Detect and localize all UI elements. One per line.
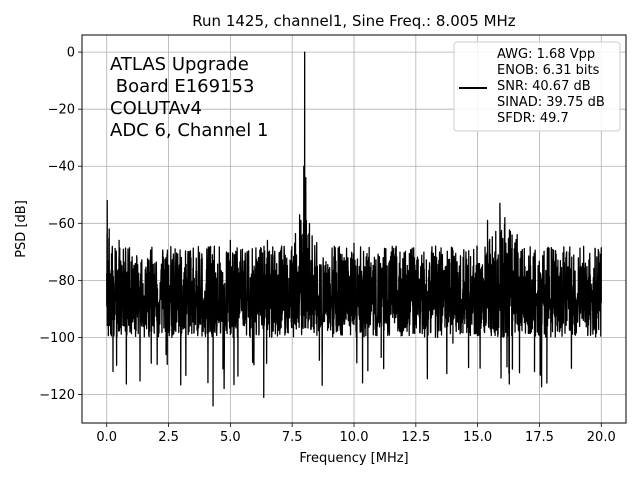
- y-tick-label: −40: [48, 160, 75, 175]
- y-tick-label: −80: [48, 274, 75, 289]
- annotation-line: ADC 6, Channel 1: [110, 120, 268, 141]
- x-tick-label: 20.0: [587, 430, 616, 445]
- ticks: 0.0 2.5 5.0 7.5 10.0 12.5 15.0 17.5 20.0 0 −20 −40 −…: [39, 46, 615, 445]
- y-tick-label: −100: [39, 331, 75, 346]
- x-tick-label: 10.0: [340, 430, 369, 445]
- board-annotation: ATLAS Upgrade Board E169153 COLUTAv4 ADC…: [110, 54, 268, 141]
- legend-entry: ENOB: 6.31 bits: [497, 63, 600, 78]
- y-tick-label: −120: [39, 388, 75, 403]
- psd-series: [106, 51, 602, 407]
- x-tick-label: 5.0: [220, 430, 241, 445]
- x-tick-label: 0.0: [96, 430, 117, 445]
- chart-title: Run 1425, channel1, Sine Freq.: 8.005 MH…: [192, 12, 516, 30]
- x-tick-label: 15.0: [463, 430, 492, 445]
- annotation-line: ATLAS Upgrade: [110, 54, 249, 75]
- legend: AWG: 1.68 Vpp ENOB: 6.31 bits SNR: 40.67…: [453, 41, 621, 132]
- legend-entry: AWG: 1.68 Vpp: [497, 47, 595, 62]
- x-tick-label: 12.5: [401, 430, 430, 445]
- y-tick-label: 0: [67, 46, 75, 61]
- x-tick-label: 17.5: [525, 430, 554, 445]
- psd-line: [106, 51, 602, 407]
- legend-entry: SFDR: 49.7: [497, 111, 569, 126]
- legend-box: [453, 41, 621, 132]
- y-tick-label: −60: [48, 217, 75, 232]
- legend-entry: SNR: 40.67 dB: [497, 79, 591, 94]
- y-axis-label: PSD [dB]: [14, 200, 29, 258]
- annotation-line: Board E169153: [110, 76, 254, 97]
- annotation-line: COLUTAv4: [110, 98, 202, 119]
- legend-entry: SINAD: 39.75 dB: [497, 95, 605, 110]
- y-tick-label: −20: [48, 103, 75, 118]
- x-tick-label: 2.5: [158, 430, 179, 445]
- x-axis-label: Frequency [MHz]: [299, 451, 408, 466]
- x-tick-label: 7.5: [282, 430, 303, 445]
